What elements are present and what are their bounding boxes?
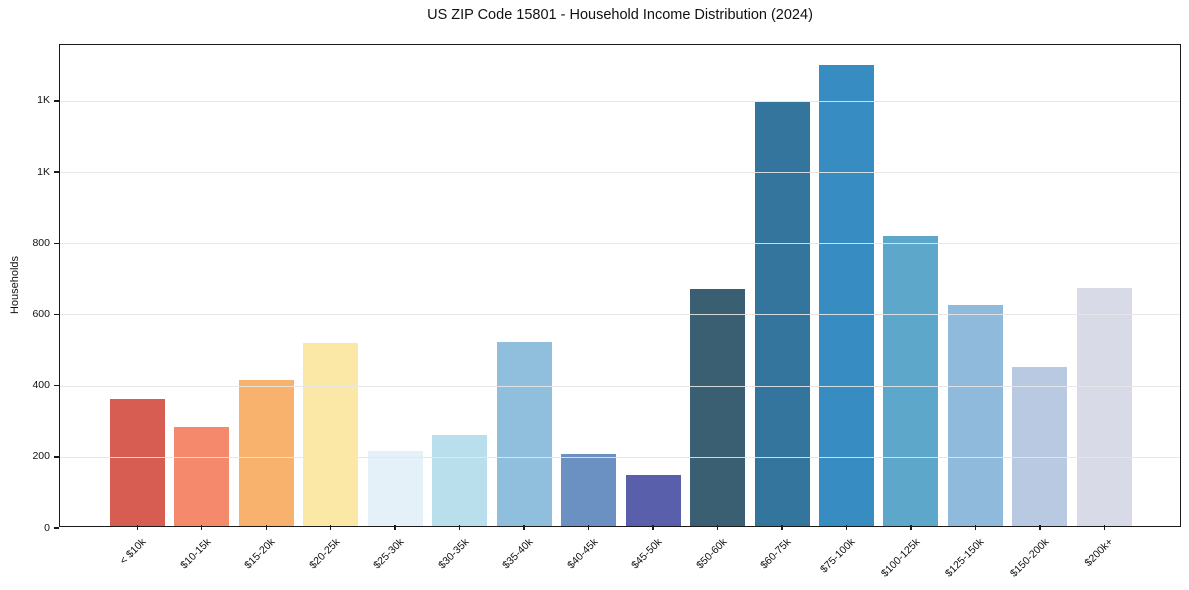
x-tick-mark bbox=[845, 525, 848, 530]
x-tick-label: $30-35k bbox=[435, 536, 472, 572]
bar-$150-200k bbox=[1012, 366, 1068, 526]
y-tick-label: 1K bbox=[37, 165, 50, 178]
bar-$100-125k bbox=[883, 235, 939, 526]
bar-$75-100k bbox=[818, 65, 874, 526]
x-tick-mark bbox=[394, 525, 396, 530]
y-tick-label: 400 bbox=[32, 379, 50, 392]
x-tick-label: $200k+ bbox=[1082, 536, 1116, 570]
bar-$10-15k bbox=[174, 427, 230, 526]
chart-title: US ZIP Code 15801 - Household Income Dis… bbox=[427, 7, 813, 23]
x-tick-mark bbox=[1039, 525, 1041, 530]
x-tick-label: $20-25k bbox=[306, 536, 343, 572]
bar-$15-20k bbox=[238, 379, 294, 526]
x-tick-label: $125-150k bbox=[943, 536, 987, 580]
y-tick-mark bbox=[53, 242, 59, 244]
y-tick-mark bbox=[53, 456, 59, 458]
x-tick-label: $25-30k bbox=[371, 536, 407, 572]
x-tick-label: $75-100k bbox=[818, 536, 858, 576]
x-tick-label: $15-20k bbox=[242, 536, 278, 572]
x-tick-mark bbox=[330, 525, 332, 530]
x-tick-mark bbox=[458, 525, 461, 530]
x-tick-label: $100-125k bbox=[878, 536, 923, 580]
x-tick-mark bbox=[587, 525, 590, 530]
gridline-600 bbox=[60, 314, 1180, 316]
y-tick-label: 1K bbox=[37, 94, 50, 107]
bar-$200k+ bbox=[1076, 287, 1132, 526]
y-tick-mark bbox=[53, 313, 59, 316]
x-tick-label: $35-40k bbox=[500, 536, 536, 572]
y-axis-label: Households bbox=[9, 255, 21, 315]
gridline-200 bbox=[60, 456, 1180, 458]
x-tick-mark bbox=[716, 525, 719, 530]
bar-$25-30k bbox=[367, 451, 423, 526]
x-tick-mark bbox=[201, 525, 203, 530]
x-tick-mark bbox=[136, 525, 138, 530]
bar-$125-150k bbox=[947, 304, 1003, 526]
bar-$35-40k bbox=[496, 341, 552, 526]
y-tick-mark bbox=[53, 384, 59, 387]
y-tick-label: 800 bbox=[32, 236, 50, 249]
gridline-1200 bbox=[60, 100, 1180, 102]
gridline-400 bbox=[60, 385, 1180, 387]
bar-$20-25k bbox=[303, 342, 359, 526]
x-tick-mark bbox=[974, 525, 977, 530]
bar-$30-35k bbox=[432, 435, 488, 526]
x-tick-mark bbox=[652, 525, 654, 530]
y-tick-label: 600 bbox=[32, 307, 50, 320]
y-tick-mark bbox=[53, 171, 59, 173]
bar-$45-50k bbox=[625, 474, 681, 526]
x-tick-label: $60-75k bbox=[758, 536, 794, 572]
bar-$40-45k bbox=[561, 453, 617, 526]
bar-$50-60k bbox=[690, 288, 746, 526]
gridline-800 bbox=[60, 243, 1180, 245]
y-tick-mark bbox=[53, 527, 59, 529]
y-tick-mark bbox=[53, 100, 59, 102]
x-tick-label: $10-15k bbox=[177, 536, 214, 572]
x-tick-mark bbox=[523, 525, 525, 530]
x-tick-label: < $10k bbox=[117, 536, 149, 567]
x-tick-label: $50-60k bbox=[693, 536, 730, 572]
gridline-1000 bbox=[60, 172, 1180, 174]
plot-area: 0 200 400 600 800 1K 1K < $10k $10-15k $15-20k $20… bbox=[32, 44, 1181, 580]
x-tick-label: $45-50k bbox=[629, 536, 665, 572]
x-tick-mark bbox=[1103, 525, 1106, 530]
x-tick-mark bbox=[265, 525, 267, 530]
x-tick-label: $150-200k bbox=[1007, 536, 1052, 580]
y-tick-label: 0 bbox=[44, 521, 50, 534]
y-tick-label: 200 bbox=[32, 450, 50, 463]
x-tick-mark bbox=[910, 525, 912, 530]
x-tick-mark bbox=[781, 525, 783, 530]
x-tick-label: $40-45k bbox=[564, 536, 601, 572]
bar-< $10k bbox=[109, 398, 165, 526]
